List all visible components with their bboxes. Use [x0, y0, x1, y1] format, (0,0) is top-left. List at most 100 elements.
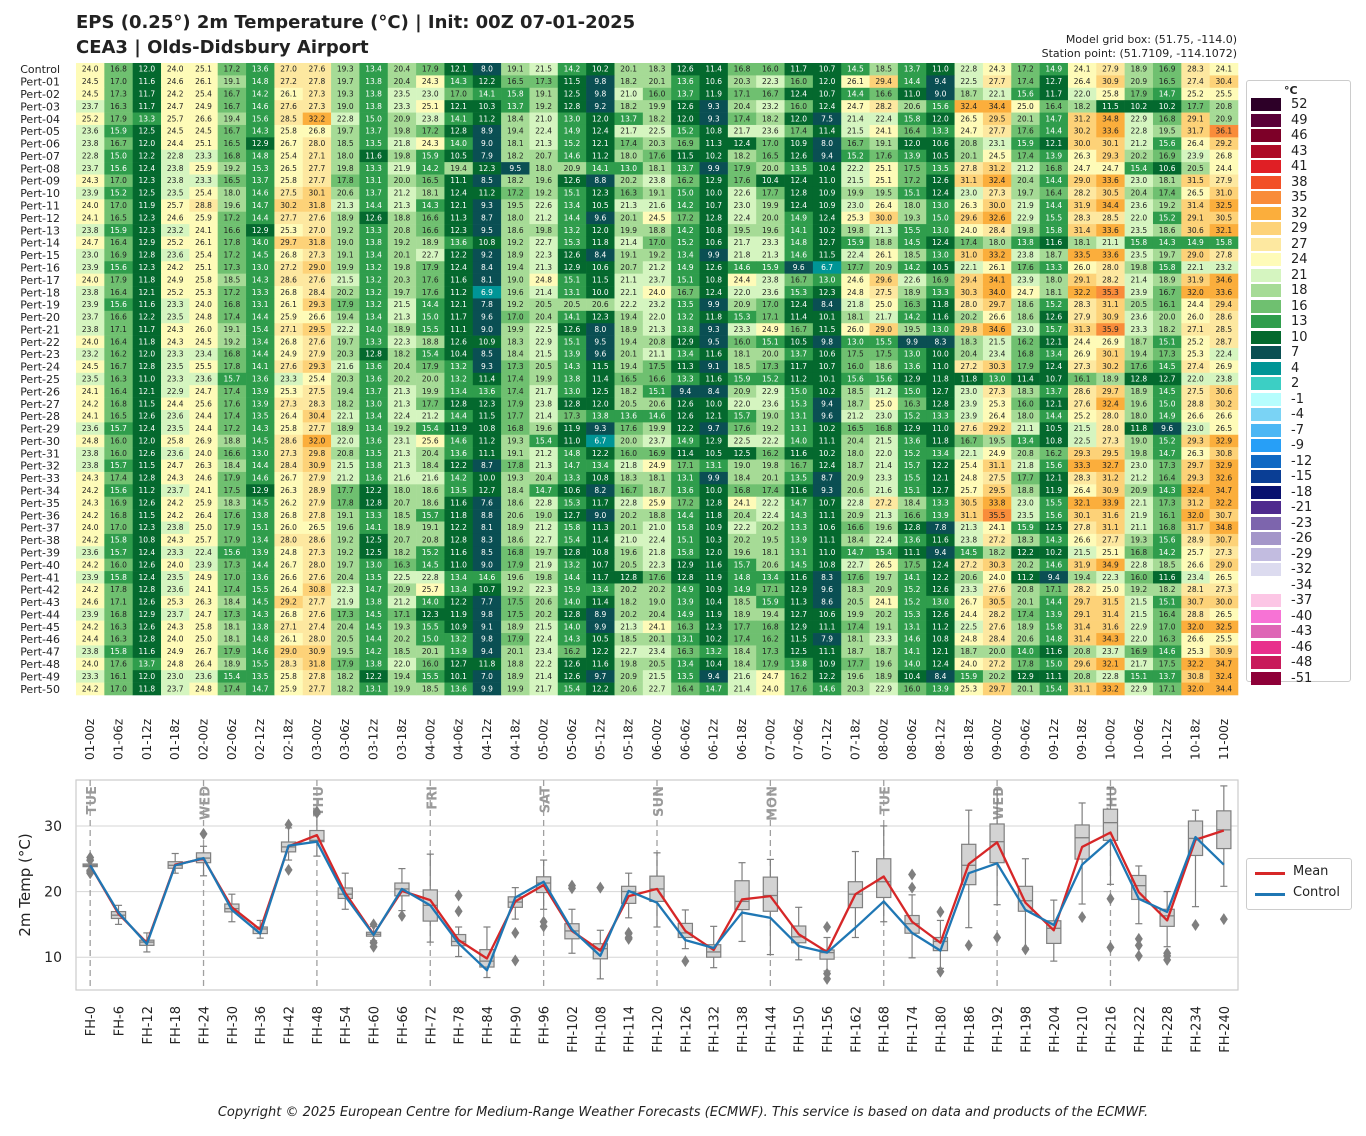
heatmap-cell-label: 19.0 [337, 102, 354, 111]
heatmap-cell [1096, 100, 1125, 113]
heatmap-cell-label: 17.9 [734, 164, 751, 173]
heatmap-cell-label: 24.5 [82, 89, 99, 98]
heatmap-cell [217, 112, 247, 126]
heatmap-cell-label: 24.4 [167, 139, 184, 148]
heatmap-cell-label: 11.9 [705, 89, 722, 98]
heatmap-cell [1067, 162, 1097, 175]
heatmap-cell [331, 87, 360, 101]
heatmap-cell [472, 149, 502, 163]
heatmap-cell-label: 12.0 [819, 77, 836, 86]
heatmap-cell [954, 112, 984, 126]
heatmap-cell-label: 29.0 [1074, 176, 1091, 185]
heatmap-cell [784, 162, 814, 175]
heatmap-cell [472, 87, 502, 101]
heatmap-cell [756, 162, 785, 175]
heatmap-cell-label: 24.1 [875, 127, 892, 136]
heatmap-cell-label: 11.2 [592, 151, 609, 160]
heatmap-cell [727, 186, 757, 200]
heatmap-cell-label: 16.9 [1159, 151, 1176, 160]
heatmap-cell [104, 87, 133, 101]
x-tick-label: FH-228 [1161, 1006, 1176, 1053]
heatmap-cell [1011, 87, 1040, 101]
heatmap-cell-label: 16.6 [875, 89, 892, 98]
heatmap-cell-label: 17.6 [875, 151, 892, 160]
heatmap-cell-label: 26.5 [280, 164, 297, 173]
x-tick-label: FH-48 [311, 1006, 326, 1045]
heatmap-cell [1181, 162, 1210, 175]
heatmap-cell-label: 17.9 [110, 114, 127, 123]
y-axis-label: 2m Temp (°C) [16, 833, 34, 936]
heatmap-cell-label: 20.6 [904, 102, 921, 111]
heatmap-cell-label: 24.0 [167, 65, 184, 74]
heatmap-cell [642, 186, 672, 200]
heatmap-cell [76, 87, 105, 101]
heatmap-cell [1011, 63, 1040, 76]
heatmap-cell-label: 24.5 [989, 151, 1006, 160]
heatmap-cell-label: 14.1 [592, 164, 609, 173]
heatmap-cell-label: 10.5 [450, 151, 467, 160]
heatmap-cell-label: 17.7 [762, 189, 779, 198]
heatmap-cell-label: 19.1 [649, 189, 666, 198]
heatmap-cell [161, 87, 190, 101]
heatmap-cell-label: 18.5 [337, 139, 354, 148]
heatmap-cell [104, 162, 133, 175]
heatmap-cell-label: 14.3 [252, 127, 269, 136]
heatmap-cell-label: 11.5 [677, 151, 694, 160]
heatmap-cell-label: 20.8 [960, 139, 977, 148]
heatmap-cell [1011, 137, 1040, 151]
heatmap-cell [982, 75, 1012, 89]
heatmap-cell [274, 186, 304, 200]
heatmap-cell [217, 87, 247, 101]
heatmap-cell-label: 32.2 [309, 114, 326, 123]
heatmap-cell-label: 20.6 [337, 189, 354, 198]
heatmap-cell [586, 124, 615, 138]
heatmap-cell-label: 23.2 [762, 102, 779, 111]
heatmap-cell [954, 124, 984, 138]
heatmap-cell [387, 186, 417, 200]
heatmap-cell [1152, 162, 1182, 175]
heatmap-cell-label: 24.3 [422, 139, 439, 148]
heatmap-cell [76, 174, 105, 188]
heatmap-cell [812, 149, 842, 163]
heatmap-cell-label: 14.7 [1159, 89, 1176, 98]
heatmap-cell [387, 137, 417, 151]
heatmap-cell-label: 16.7 [224, 89, 241, 98]
heatmap-cell-label: 11.7 [139, 102, 156, 111]
heatmap-cell [302, 124, 332, 138]
heatmap-cell [302, 186, 332, 200]
heatmap-cell [416, 100, 445, 113]
heatmap-cell [274, 100, 304, 113]
x-tick-label: FH-84 [481, 1006, 496, 1045]
heatmap-cell [1152, 75, 1182, 89]
heatmap-cell [614, 124, 644, 138]
heatmap-cell-label: 18.1 [649, 164, 666, 173]
heatmap-cell [1152, 87, 1182, 101]
heatmap-cell [1209, 100, 1239, 113]
heatmap-cell-label: 14.9 [1045, 65, 1062, 74]
heatmap-cell-label: 19.8 [394, 151, 411, 160]
heatmap-cell-label: 27.3 [309, 102, 326, 111]
heatmap-cell [331, 124, 360, 138]
heatmap-cell [614, 75, 644, 89]
heatmap-cell-label: 12.4 [139, 164, 156, 173]
heatmap-cell-label: 20.1 [649, 77, 666, 86]
heatmap-cell-label: 20.1 [1017, 114, 1034, 123]
heatmap-cell [642, 87, 672, 101]
heatmap-cell [359, 137, 389, 151]
heatmap-cell-label: 30.1 [1102, 139, 1119, 148]
heatmap-cell-label: 22.3 [762, 77, 779, 86]
heatmap-cell [104, 186, 133, 200]
heatmap-cell-label: 19.9 [649, 102, 666, 111]
heatmap-cell [472, 174, 502, 188]
heatmap-cell [1039, 112, 1069, 126]
legend-swatch-mean [1255, 872, 1285, 875]
heatmap-cell [727, 162, 757, 175]
heatmap-cell-label: 16.2 [677, 176, 694, 185]
heatmap-cell [756, 112, 785, 126]
heatmap-cell-label: 26.8 [309, 127, 326, 136]
heatmap-cell [472, 162, 502, 175]
heatmap-cell-label: 24.7 [167, 102, 184, 111]
heatmap-cell [671, 124, 700, 138]
heatmap-cell-label: 13.9 [904, 151, 921, 160]
heatmap-cell-label: 16.7 [224, 102, 241, 111]
